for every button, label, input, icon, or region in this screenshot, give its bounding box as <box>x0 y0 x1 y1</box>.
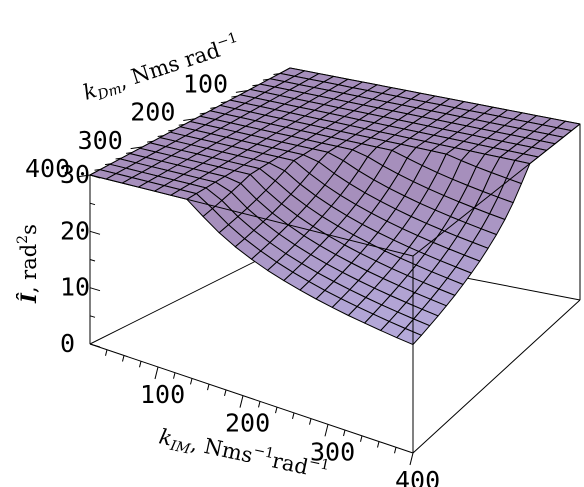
z-tick-mark <box>89 230 101 235</box>
y-tick-mark <box>199 112 206 115</box>
x-tick-mark <box>343 429 346 437</box>
y-tick-mark <box>231 95 238 98</box>
y-tick-mark <box>126 151 133 154</box>
y-tick-mark <box>252 84 259 87</box>
y-tick-mark <box>147 140 154 143</box>
y-tick-mark <box>77 174 91 178</box>
y-tick-mark <box>94 168 101 171</box>
y-tick-label: 300 <box>78 126 123 155</box>
z-tick-label: 0 <box>60 329 75 358</box>
y-tick-mark <box>168 129 175 132</box>
y-tick-mark <box>178 123 185 126</box>
x-tick-mark <box>190 378 193 385</box>
x-tick-label: 100 <box>140 380 185 409</box>
x-tick-mark <box>377 441 380 448</box>
x-tick-mark <box>258 401 261 408</box>
x-tick-mark <box>173 372 176 379</box>
z-tick-mark <box>89 202 96 206</box>
x-tick-mark <box>409 452 414 466</box>
y-tick-mark <box>210 106 217 109</box>
x-tick-mark <box>122 355 125 362</box>
x-tick-mark <box>207 384 210 391</box>
x-tick-mark <box>309 418 312 425</box>
y-tick-mark <box>115 157 122 160</box>
z-tick-label: 20 <box>60 216 90 245</box>
x-tick-mark <box>324 424 329 437</box>
x-tick-mark <box>139 361 142 368</box>
box-edge <box>412 299 581 454</box>
y-tick-mark <box>130 146 143 150</box>
z-axis-label: Î, rad2s <box>15 224 41 304</box>
y-tick-label: 200 <box>130 98 175 127</box>
y-tick-label: 100 <box>183 70 228 99</box>
z-tick-label: 30 <box>60 160 90 189</box>
x-tick-mark <box>394 447 397 454</box>
x-tick-mark <box>360 435 363 442</box>
y-tick-mark <box>273 73 280 76</box>
x-tick-label: 300 <box>310 437 355 466</box>
x-tick-label: 400 <box>395 466 440 487</box>
z-tick-mark <box>89 315 96 318</box>
surface-mesh <box>89 67 581 346</box>
y-tick-mark <box>262 78 270 81</box>
box-edge <box>89 174 414 257</box>
z-tick-mark <box>89 287 101 292</box>
z-tick-label: 10 <box>60 273 90 302</box>
box-edge <box>412 123 581 257</box>
x-tick-mark <box>105 349 108 356</box>
x-axis-label: kIM, Nms−1rad−1 <box>156 422 331 486</box>
x-tick-mark <box>275 406 278 414</box>
y-tick-label: 400 <box>25 154 70 183</box>
x-tick-mark <box>224 389 227 397</box>
x-tick-label: 200 <box>225 409 270 438</box>
y-tick-mark <box>235 90 248 93</box>
z-tick-mark <box>89 343 101 348</box>
x-tick-mark <box>154 366 159 380</box>
y-tick-mark <box>220 101 227 104</box>
z-tick-mark <box>89 174 101 179</box>
x-tick-mark <box>292 412 295 419</box>
y-tick-mark <box>183 118 196 121</box>
z-tick-mark <box>89 259 96 262</box>
x-tick-mark <box>239 395 244 408</box>
box-edge <box>89 343 414 454</box>
y-tick-mark <box>157 135 164 137</box>
y-tick-mark <box>104 163 112 166</box>
